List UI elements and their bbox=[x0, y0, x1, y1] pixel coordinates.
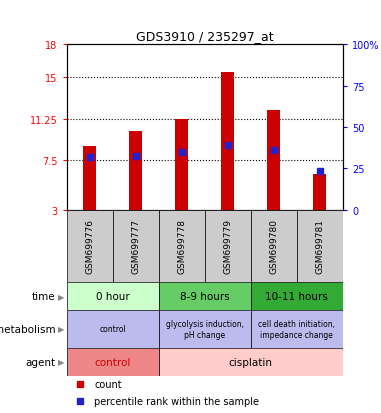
Text: GSM699779: GSM699779 bbox=[223, 219, 232, 274]
Text: GSM699776: GSM699776 bbox=[85, 219, 94, 274]
Bar bbox=[314, 175, 326, 210]
Text: GSM699780: GSM699780 bbox=[269, 219, 279, 274]
Text: GSM699777: GSM699777 bbox=[131, 219, 140, 274]
Text: 0 hour: 0 hour bbox=[96, 292, 130, 301]
Bar bbox=[129, 132, 142, 210]
FancyBboxPatch shape bbox=[67, 311, 159, 348]
FancyBboxPatch shape bbox=[251, 210, 297, 282]
FancyBboxPatch shape bbox=[67, 282, 159, 311]
FancyBboxPatch shape bbox=[113, 210, 159, 282]
Text: glycolysis induction,
pH change: glycolysis induction, pH change bbox=[166, 320, 244, 339]
Text: ▶: ▶ bbox=[58, 292, 64, 301]
Text: 10-11 hours: 10-11 hours bbox=[266, 292, 328, 301]
Text: agent: agent bbox=[25, 357, 55, 367]
Text: metabolism: metabolism bbox=[0, 324, 55, 334]
FancyBboxPatch shape bbox=[67, 210, 113, 282]
FancyBboxPatch shape bbox=[67, 348, 159, 376]
Text: GSM699781: GSM699781 bbox=[315, 219, 324, 274]
FancyBboxPatch shape bbox=[297, 210, 343, 282]
FancyBboxPatch shape bbox=[159, 348, 343, 376]
FancyBboxPatch shape bbox=[159, 210, 205, 282]
Text: control: control bbox=[99, 325, 126, 334]
FancyBboxPatch shape bbox=[205, 210, 251, 282]
FancyBboxPatch shape bbox=[159, 311, 251, 348]
Text: count: count bbox=[94, 379, 122, 389]
Text: cell death initiation,
impedance change: cell death initiation, impedance change bbox=[258, 320, 335, 339]
FancyBboxPatch shape bbox=[251, 282, 343, 311]
Text: percentile rank within the sample: percentile rank within the sample bbox=[94, 396, 259, 406]
Text: GSM699778: GSM699778 bbox=[177, 219, 186, 274]
Text: ▶: ▶ bbox=[58, 357, 64, 366]
Text: 8-9 hours: 8-9 hours bbox=[180, 292, 230, 301]
Title: GDS3910 / 235297_at: GDS3910 / 235297_at bbox=[136, 29, 274, 43]
Bar bbox=[83, 146, 96, 210]
Text: ▶: ▶ bbox=[58, 325, 64, 334]
Bar bbox=[175, 119, 188, 210]
Bar bbox=[221, 73, 234, 210]
FancyBboxPatch shape bbox=[159, 282, 251, 311]
Text: cisplatin: cisplatin bbox=[229, 357, 273, 367]
Text: time: time bbox=[32, 292, 55, 301]
FancyBboxPatch shape bbox=[251, 311, 343, 348]
Bar bbox=[267, 111, 280, 210]
Text: control: control bbox=[94, 357, 131, 367]
